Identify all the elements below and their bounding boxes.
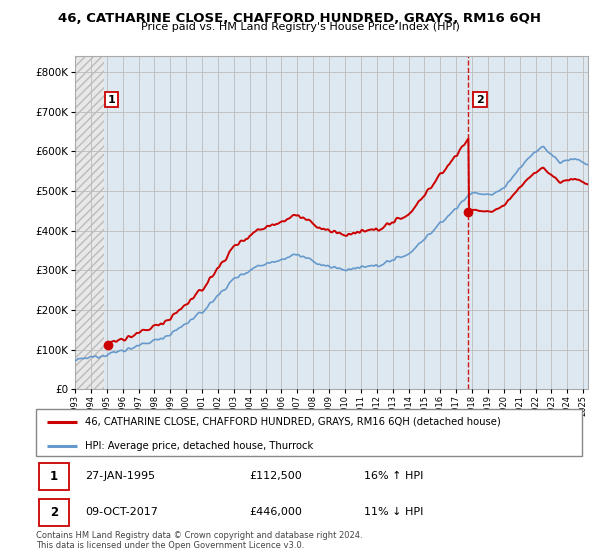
Text: HPI: Average price, detached house, Thurrock: HPI: Average price, detached house, Thur…: [85, 441, 313, 451]
FancyBboxPatch shape: [39, 499, 69, 526]
Text: Contains HM Land Registry data © Crown copyright and database right 2024.
This d: Contains HM Land Registry data © Crown c…: [36, 531, 362, 550]
Text: 1: 1: [107, 95, 115, 105]
Text: £446,000: £446,000: [249, 507, 302, 517]
Text: 11% ↓ HPI: 11% ↓ HPI: [364, 507, 423, 517]
Text: 2: 2: [476, 95, 484, 105]
Text: 09-OCT-2017: 09-OCT-2017: [85, 507, 158, 517]
Text: 27-JAN-1995: 27-JAN-1995: [85, 471, 155, 481]
Text: £112,500: £112,500: [249, 471, 302, 481]
Text: 46, CATHARINE CLOSE, CHAFFORD HUNDRED, GRAYS, RM16 6QH: 46, CATHARINE CLOSE, CHAFFORD HUNDRED, G…: [59, 12, 542, 25]
FancyBboxPatch shape: [36, 409, 582, 456]
Text: 16% ↑ HPI: 16% ↑ HPI: [364, 471, 423, 481]
Text: Price paid vs. HM Land Registry's House Price Index (HPI): Price paid vs. HM Land Registry's House …: [140, 22, 460, 32]
Text: 2: 2: [50, 506, 58, 519]
Bar: [75, 56, 104, 389]
FancyBboxPatch shape: [39, 463, 69, 489]
Text: 1: 1: [50, 470, 58, 483]
Text: 46, CATHARINE CLOSE, CHAFFORD HUNDRED, GRAYS, RM16 6QH (detached house): 46, CATHARINE CLOSE, CHAFFORD HUNDRED, G…: [85, 417, 501, 427]
